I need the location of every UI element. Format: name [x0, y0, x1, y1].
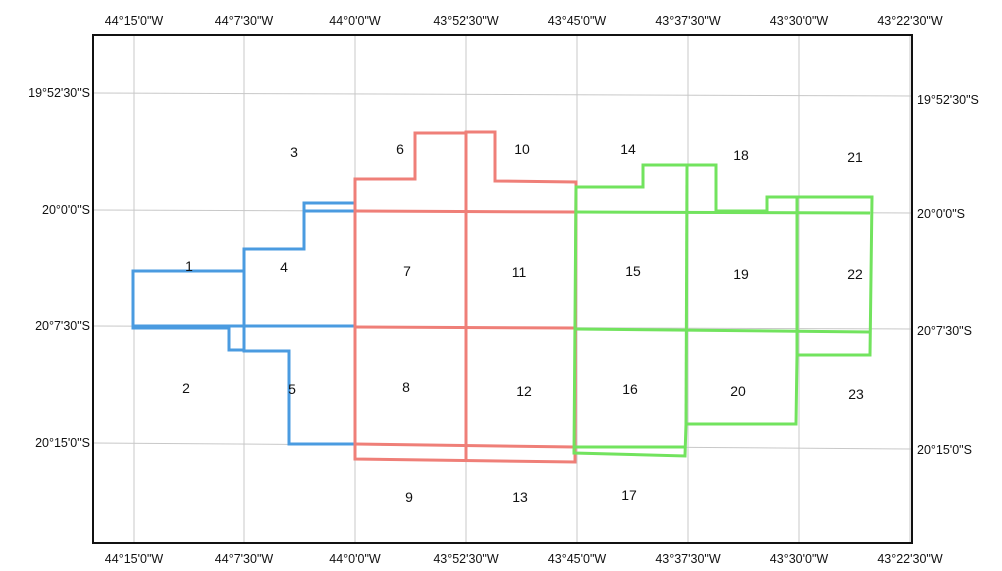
right-tick-label: 20°7'30"S [917, 324, 972, 338]
right-tick-label: 20°0'0"S [917, 207, 965, 221]
zone-label: 10 [514, 141, 530, 157]
red-outline [353, 130, 578, 464]
bottom-tick-label: 43°45'0"W [548, 552, 607, 566]
top-tick-label: 44°0'0"W [329, 14, 381, 28]
green-sheet-group [572, 163, 874, 458]
bottom-tick-label: 43°52'30"W [433, 552, 499, 566]
right-tick-label: 19°52'30"S [917, 93, 979, 107]
green-divider [575, 210, 871, 215]
bottom-tick-label: 43°30'0"W [770, 552, 829, 566]
blue-outline [131, 201, 357, 446]
left-tick-label: 20°15'0"S [35, 436, 90, 450]
top-tick-label: 43°30'0"W [770, 14, 829, 28]
zone-labels: 1 2 3 4 5 6 7 8 9 10 11 12 13 14 15 16 1… [182, 141, 864, 505]
top-tick-label: 44°15'0"W [105, 14, 164, 28]
zone-label: 3 [290, 144, 298, 160]
red-sheet-group [353, 130, 578, 464]
bottom-tick-label: 44°0'0"W [329, 552, 381, 566]
bottom-tick-label: 43°37'30"W [655, 552, 721, 566]
left-axis: 19°52'30"S 20°0'0"S 20°7'30"S 20°15'0"S [28, 86, 90, 450]
bottom-axis: 44°15'0"W 44°7'30"W 44°0'0"W 43°52'30"W … [105, 552, 943, 566]
red-divider [354, 442, 576, 449]
zone-label: 1 [185, 258, 193, 274]
right-axis: 19°52'30"S 20°0'0"S 20°7'30"S 20°15'0"S [917, 93, 979, 457]
map-frame [92, 34, 913, 544]
top-tick-label: 43°22'30"W [877, 14, 943, 28]
top-tick-label: 43°52'30"W [433, 14, 499, 28]
zone-label: 19 [733, 266, 749, 282]
zone-label: 7 [403, 263, 411, 279]
top-tick-label: 44°7'30"W [215, 14, 274, 28]
parallel-line [92, 92, 913, 97]
green-divider [574, 327, 871, 334]
zone-label: 5 [288, 381, 296, 397]
red-divider [354, 209, 576, 214]
left-tick-label: 20°7'30"S [35, 319, 90, 333]
bottom-tick-label: 43°22'30"W [877, 552, 943, 566]
zone-label: 14 [620, 141, 636, 157]
left-tick-label: 19°52'30"S [28, 86, 90, 100]
graticule [92, 35, 913, 543]
zone-label: 21 [847, 149, 863, 165]
left-tick-label: 20°0'0"S [42, 203, 90, 217]
zone-label: 2 [182, 380, 190, 396]
zone-label: 11 [512, 264, 527, 280]
zone-label: 16 [622, 381, 638, 397]
zone-label: 6 [396, 141, 404, 157]
zone-label: 17 [621, 487, 637, 503]
right-tick-label: 20°15'0"S [917, 443, 972, 457]
green-divider [684, 164, 689, 425]
zone-label: 22 [847, 266, 863, 282]
zone-label: 13 [512, 489, 528, 505]
zone-label: 23 [848, 386, 864, 402]
red-divider [354, 325, 576, 330]
top-tick-label: 43°45'0"W [548, 14, 607, 28]
zone-label: 18 [733, 147, 749, 163]
zone-label: 9 [405, 489, 413, 505]
top-axis: 44°15'0"W 44°7'30"W 44°0'0"W 43°52'30"W … [105, 14, 943, 28]
zone-label: 15 [625, 263, 641, 279]
top-tick-label: 43°37'30"W [655, 14, 721, 28]
bottom-tick-label: 44°7'30"W [215, 552, 274, 566]
blue-sheet-group [131, 201, 357, 446]
zone-label: 8 [402, 379, 410, 395]
zone-label: 4 [280, 259, 288, 275]
green-outline [572, 163, 874, 458]
zone-label: 20 [730, 383, 746, 399]
zone-label: 12 [516, 383, 532, 399]
bottom-tick-label: 44°15'0"W [105, 552, 164, 566]
